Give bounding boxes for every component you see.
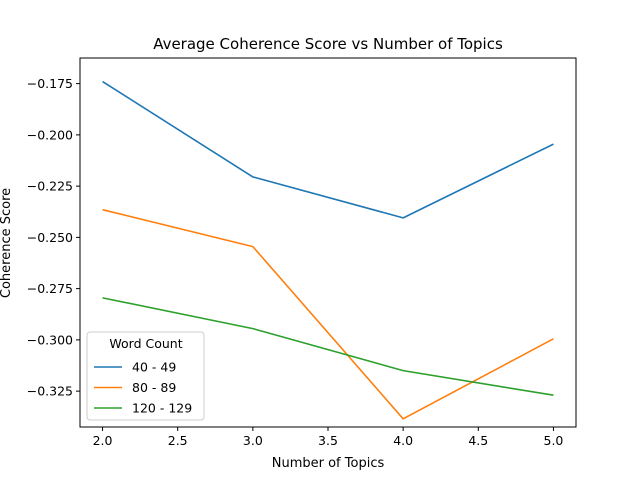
legend-box bbox=[86, 331, 205, 421]
y-axis-label: Coherence Score bbox=[0, 188, 14, 298]
y-tick-label: −0.175 bbox=[27, 76, 73, 91]
x-tick-label: 4.0 bbox=[393, 433, 413, 448]
y-tick-label: −0.275 bbox=[27, 281, 73, 296]
legend: Word Count 40 - 49 80 - 89 120 - 129 bbox=[86, 331, 205, 421]
legend-title: Word Count bbox=[109, 336, 182, 351]
y-tick-label: −0.200 bbox=[27, 127, 73, 142]
y-axis: −0.175 −0.200 −0.225 −0.250 −0.275 −0.300 −0.3… bbox=[27, 76, 80, 399]
x-axis-label: Number of Topics bbox=[272, 456, 385, 471]
x-tick-label: 3.5 bbox=[318, 433, 338, 448]
series-line bbox=[102, 297, 554, 397]
plot-area bbox=[102, 80, 554, 420]
chart-title: Average Coherence Score vs Number of Top… bbox=[153, 35, 503, 53]
x-tick-label: 2.0 bbox=[93, 433, 113, 448]
x-tick-label: 4.5 bbox=[468, 433, 488, 448]
x-axis: 2.0 2.5 3.0 3.5 4.0 4.5 5.0 bbox=[93, 427, 564, 448]
x-tick-label: 5.0 bbox=[544, 433, 564, 448]
legend-label: 120 - 129 bbox=[132, 401, 192, 416]
x-tick-label: 2.5 bbox=[168, 433, 188, 448]
x-tick-label: 3.0 bbox=[243, 433, 263, 448]
series-line bbox=[102, 80, 554, 219]
y-tick-label: −0.325 bbox=[27, 384, 73, 399]
legend-label: 80 - 89 bbox=[132, 380, 176, 395]
y-tick-label: −0.250 bbox=[27, 230, 73, 245]
y-tick-label: −0.300 bbox=[27, 332, 73, 347]
legend-label: 40 - 49 bbox=[132, 360, 176, 375]
y-tick-label: −0.225 bbox=[27, 179, 73, 194]
series-line bbox=[102, 208, 554, 420]
